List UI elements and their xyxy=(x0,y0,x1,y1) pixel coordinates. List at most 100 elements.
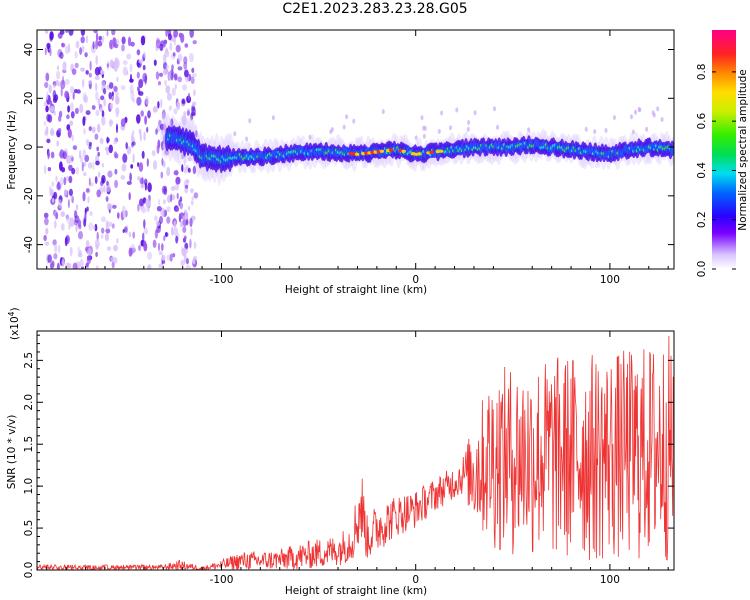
scatter-blip xyxy=(422,133,426,139)
noise-blob xyxy=(108,82,114,89)
noise-blob xyxy=(50,151,55,159)
scatter-blip xyxy=(652,112,656,118)
noise-blob xyxy=(172,253,176,258)
noise-blob xyxy=(95,55,98,66)
noise-blob xyxy=(79,103,84,114)
colorbar-label: Normalized spectral amplitude xyxy=(737,69,749,230)
scatter-blip xyxy=(631,129,635,135)
noise-blob xyxy=(157,242,161,252)
scatter-blip xyxy=(496,124,499,130)
noise-blob xyxy=(143,227,148,235)
noise-blob xyxy=(138,59,143,64)
scatter-blip xyxy=(329,129,333,135)
x-tick-label: 0 xyxy=(412,574,419,586)
scatter-blip xyxy=(656,106,660,112)
noise-blob xyxy=(86,188,90,193)
noise-blob xyxy=(114,90,119,98)
noise-blob xyxy=(49,186,52,197)
snr-series-line xyxy=(37,335,674,570)
y-tick-label: 2.5 xyxy=(23,352,35,369)
noise-blob xyxy=(45,72,50,82)
snr-ticks: -100 0 100 0.0 0.5 1.0 1.5 2.0 2.5 xyxy=(23,331,674,586)
noise-blob xyxy=(174,184,180,191)
y-tick-label: 2.0 xyxy=(23,394,35,411)
noise-blob xyxy=(164,79,167,87)
noise-blob xyxy=(95,160,100,166)
noise-blob xyxy=(47,254,52,263)
scatter-blip xyxy=(455,107,459,113)
noise-blob xyxy=(187,167,191,173)
noise-blob xyxy=(138,91,144,96)
noise-blob xyxy=(142,232,145,242)
scatter-blip xyxy=(449,125,452,131)
noise-blob xyxy=(71,68,77,75)
noise-blob xyxy=(62,61,67,71)
noise-blob xyxy=(74,107,79,115)
noise-blob xyxy=(103,185,106,193)
noise-blob xyxy=(143,219,146,229)
noise-blob xyxy=(117,212,120,219)
scatter-blip xyxy=(381,109,385,115)
noise-blob xyxy=(55,79,59,86)
noise-blob xyxy=(49,31,54,41)
noise-blob xyxy=(47,151,50,158)
noise-blob xyxy=(181,99,185,105)
y-tick-label: 0 xyxy=(23,144,35,151)
noise-blob xyxy=(138,198,144,207)
noise-blob xyxy=(91,105,96,110)
noise-blob xyxy=(130,41,135,47)
noise-blob xyxy=(144,115,148,125)
noise-blob xyxy=(59,30,65,35)
noise-blob xyxy=(155,39,161,49)
noise-blob xyxy=(91,126,96,133)
noise-blob xyxy=(79,258,84,268)
y-tick-label: 40 xyxy=(23,43,35,56)
spectrogram-panel: -100 0 100 -40 -20 0 20 40 Height of straight l… xyxy=(6,29,675,296)
noise-blob xyxy=(121,36,126,45)
noise-blob xyxy=(68,188,73,196)
noise-blob xyxy=(113,85,118,92)
noise-blob xyxy=(44,47,47,56)
noise-blob xyxy=(65,30,69,33)
noise-blob xyxy=(95,82,98,92)
spectrogram-heatmap xyxy=(43,30,674,269)
noise-blob xyxy=(86,255,91,265)
noise-blob xyxy=(176,101,181,111)
noise-blob xyxy=(126,145,132,155)
noise-blob xyxy=(176,192,179,200)
noise-blob xyxy=(69,102,74,111)
colorbar-tick-label: 0.4 xyxy=(696,162,708,179)
noise-blob xyxy=(165,47,168,52)
noise-blob xyxy=(193,192,199,199)
noise-blob xyxy=(84,52,88,58)
noise-blob xyxy=(75,204,79,211)
noise-blob xyxy=(69,246,73,257)
noise-blob xyxy=(114,179,118,189)
noise-blob xyxy=(72,262,78,269)
noise-blob xyxy=(82,78,85,88)
colorbar-tick-label: 0.0 xyxy=(696,261,708,278)
noise-blob xyxy=(97,151,100,157)
noise-blob xyxy=(126,53,132,60)
noise-blob xyxy=(191,111,196,117)
noise-blob xyxy=(85,70,89,75)
noise-blob xyxy=(136,71,140,79)
noise-blob xyxy=(171,226,174,236)
noise-blob xyxy=(183,158,186,167)
noise-blob xyxy=(179,202,183,210)
noise-blob xyxy=(57,128,62,133)
noise-blob xyxy=(129,172,132,182)
noise-blob xyxy=(183,56,188,65)
noise-blob xyxy=(44,217,49,226)
noise-blob xyxy=(97,97,101,106)
noise-blob xyxy=(88,126,93,132)
noise-blob xyxy=(60,211,66,217)
noise-blob xyxy=(128,231,132,238)
noise-blob xyxy=(147,110,151,119)
noise-blob xyxy=(122,66,128,76)
noise-blob xyxy=(59,177,64,187)
noise-blob xyxy=(85,240,90,248)
noise-blob xyxy=(190,188,194,194)
noise-blob xyxy=(59,51,64,60)
noise-blob xyxy=(55,175,58,183)
